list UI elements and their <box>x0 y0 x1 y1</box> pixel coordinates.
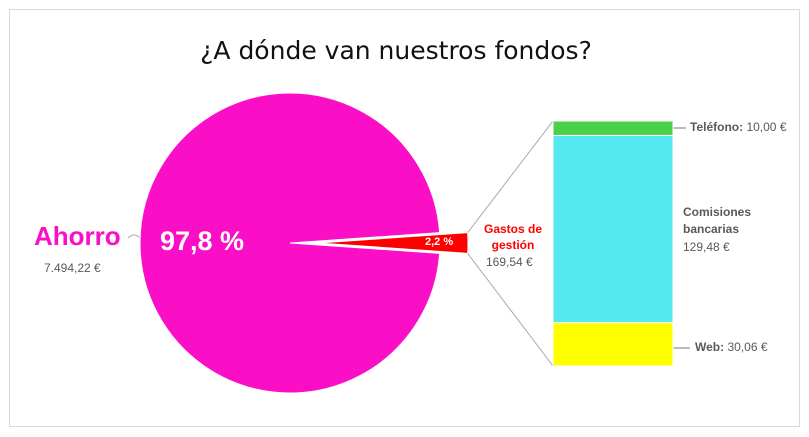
category-label: Teléfono <box>690 120 743 134</box>
value-label: 10,00 € <box>746 120 787 134</box>
category-label: Gastos de gestión <box>483 222 543 252</box>
pie-slice <box>139 92 441 394</box>
value-label: 97,8 % <box>160 226 245 256</box>
bar-segment <box>552 134 674 324</box>
bar-segment <box>552 120 674 136</box>
amount-label: 7.494,22 € <box>44 261 101 275</box>
chart-title: ¿A dónde van nuestros fondos? <box>200 36 592 65</box>
leader-line <box>127 234 141 239</box>
category-label: Ahorro <box>34 221 121 251</box>
bar-label: Web 30,06 € <box>695 340 768 354</box>
pie-slice <box>317 232 469 254</box>
amount-label: 169,54 € <box>486 255 533 269</box>
bar-label: Teléfono 10,00 € <box>690 120 787 134</box>
value-label: 129,48 € <box>683 240 730 254</box>
value-label: 2,2 % <box>425 236 454 248</box>
connector-line <box>467 253 554 367</box>
category-label: Comisiones bancarias <box>683 205 752 236</box>
connector-line <box>467 120 554 233</box>
category-label: Web <box>695 340 724 354</box>
value-label: 30,06 € <box>727 340 768 354</box>
bar-segment <box>552 322 674 367</box>
